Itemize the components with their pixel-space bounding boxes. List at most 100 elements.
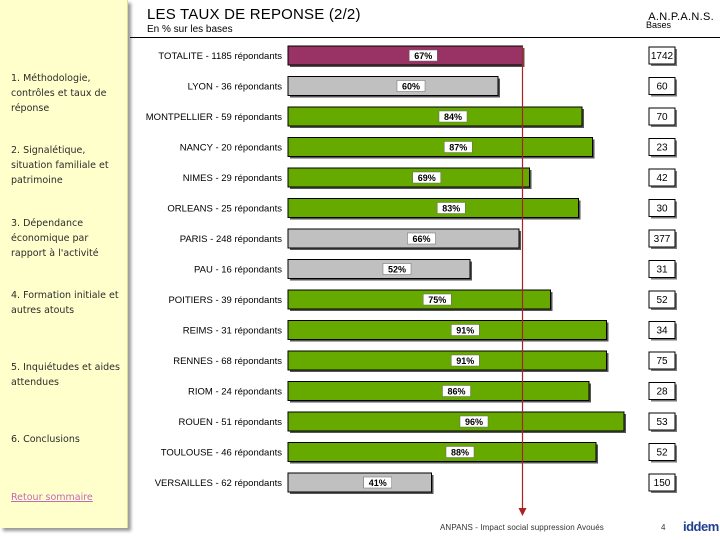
value-label: 91%: [456, 326, 474, 336]
sidebar-item-signaletique[interactable]: 2. Signalétique, situation familiale et …: [11, 145, 109, 186]
bar: [287, 320, 607, 340]
sidebar-item-dependance[interactable]: 3. Dépendance économique par rapport à l…: [11, 218, 99, 259]
base-value: 377: [654, 234, 671, 245]
value-label: 91%: [456, 356, 474, 366]
value-label: 67%: [414, 51, 432, 61]
bar: [287, 289, 551, 310]
value-label: 84%: [444, 112, 462, 122]
base-box: [648, 260, 676, 278]
value-label-box: [451, 354, 480, 367]
value-label-box: [409, 49, 438, 62]
category-label: RENNES - 68 répondants: [173, 356, 282, 367]
base-value: 23: [656, 143, 668, 154]
bar: [287, 381, 590, 401]
value-label: 83%: [442, 204, 460, 214]
base-box: [648, 168, 676, 187]
bar: [287, 442, 597, 462]
base-value: 75: [656, 356, 668, 367]
bar: [287, 259, 471, 279]
value-label: 60%: [402, 82, 420, 92]
category-label: TOTALITE - 1185 répondants: [158, 51, 282, 62]
category-label: MONTPELLIER - 59 répondants: [146, 112, 282, 123]
base-value: 31: [656, 265, 668, 276]
value-label-box: [451, 324, 480, 336]
bar: [287, 228, 520, 249]
base-value: 52: [656, 448, 668, 459]
category-label: PARIS - 248 répondants: [180, 234, 283, 245]
sidebar-item-conclusions[interactable]: 6. Conclusions: [11, 434, 80, 445]
value-label-box: [423, 293, 452, 306]
sidebar-item-methodologie[interactable]: 1. Méthodologie, contrôles et taux de ré…: [11, 73, 107, 114]
page-title: LES TAUX DE REPONSE (2/2): [147, 6, 361, 23]
bar: [287, 76, 499, 96]
value-label-box: [437, 202, 466, 214]
sidebar-item-inquietudes[interactable]: 5. Inquiétudes et aides attendues: [11, 362, 120, 388]
value-label-box: [396, 80, 426, 92]
category-label: REIMS - 31 répondants: [183, 326, 283, 337]
base-value: 1742: [651, 51, 674, 62]
back-to-summary-link[interactable]: Retour sommaire: [11, 492, 93, 503]
base-box: [648, 382, 676, 400]
value-label: 75%: [428, 295, 446, 305]
bar: [287, 137, 593, 157]
value-label: 88%: [451, 448, 469, 458]
category-label: PAU - 16 répondants: [194, 265, 282, 276]
base-value: 30: [656, 204, 668, 215]
category-label: VERSAILLES - 62 répondants: [155, 478, 283, 489]
base-box: [648, 107, 676, 126]
iddem-logo: iddem: [683, 519, 719, 534]
reference-arrow: [518, 508, 527, 516]
value-label: 52%: [388, 265, 406, 275]
base-box: [648, 46, 676, 65]
base-box: [648, 199, 676, 217]
category-label: ORLEANS - 25 répondants: [167, 204, 282, 215]
value-label-box: [412, 171, 441, 184]
base-box: [648, 321, 676, 339]
bar: [287, 198, 579, 218]
base-box: [648, 412, 676, 431]
value-label: 86%: [447, 387, 465, 397]
base-box: [648, 473, 676, 492]
category-label: LYON - 36 répondants: [188, 82, 283, 93]
value-label: 69%: [418, 173, 436, 183]
sidebar-item-formation[interactable]: 4. Formation initiale et autres atouts: [11, 290, 119, 316]
base-value: 70: [656, 112, 668, 123]
bases-column-header: Bases: [646, 20, 672, 30]
base-box: [648, 290, 676, 309]
bar: [287, 45, 523, 66]
category-label: RIOM - 24 répondants: [188, 387, 282, 398]
footer-text: ANPANS - Impact social suppression Avoué…: [440, 523, 604, 532]
base-box: [648, 351, 676, 370]
sidebar-panel: 1. Méthodologie, contrôles et taux de ré…: [0, 0, 128, 528]
value-label-box: [407, 232, 436, 245]
value-label-box: [445, 446, 475, 458]
value-label: 66%: [412, 234, 430, 244]
value-label-box: [382, 263, 412, 275]
category-label: NANCY - 20 répondants: [180, 143, 283, 154]
value-label: 41%: [369, 478, 387, 488]
base-value: 53: [656, 417, 668, 428]
value-label-box: [444, 141, 473, 153]
bar: [287, 106, 583, 127]
page-subtitle: En % sur les bases: [147, 24, 233, 35]
category-label: POITIERS - 39 répondants: [168, 295, 282, 306]
value-label: 96%: [465, 417, 483, 427]
bar: [287, 350, 607, 371]
value-label-box: [459, 415, 489, 428]
category-label: TOULOUSE - 46 répondants: [161, 448, 283, 459]
base-box: [648, 443, 676, 461]
organization-name: A.N.P.A.N.S.: [648, 11, 714, 23]
base-box: [648, 138, 676, 156]
bar: [287, 411, 625, 432]
base-value: 42: [656, 173, 668, 184]
value-label-box: [438, 110, 468, 123]
base-value: 28: [656, 387, 668, 398]
value-label-box: [442, 385, 471, 397]
base-box: [648, 229, 676, 248]
value-label-box: [363, 476, 392, 489]
title-divider: [130, 37, 720, 38]
value-label: 87%: [449, 143, 467, 153]
base-value: 60: [656, 82, 668, 93]
bar: [287, 167, 530, 188]
